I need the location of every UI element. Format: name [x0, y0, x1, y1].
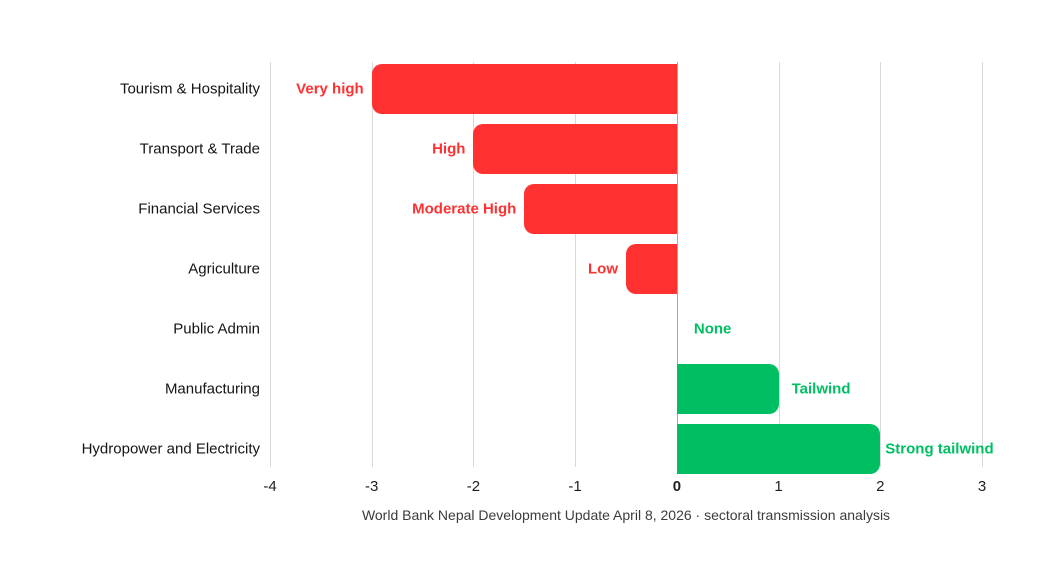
x-tick-label: 1 [774, 478, 783, 495]
bar-value-label: None [693, 320, 732, 338]
x-tick-label: -2 [466, 478, 481, 495]
gridline [270, 62, 271, 467]
x-tick-label: 2 [876, 478, 885, 495]
category-label: Agriculture [188, 260, 260, 278]
category-label: Transport & Trade [139, 140, 260, 158]
category-label: Hydropower and Electricity [81, 440, 260, 458]
bar-row: Very high [270, 59, 982, 119]
bar-row: High [270, 119, 982, 179]
bar-row: Tailwind [270, 359, 982, 419]
x-tick-label: -1 [568, 478, 582, 495]
bar-value-label: Tailwind [791, 380, 851, 398]
bar-row: Moderate High [270, 179, 982, 239]
bar [524, 184, 677, 234]
caption: World Bank Nepal Development Update Apri… [361, 507, 891, 523]
zero-line [676, 62, 678, 474]
x-tick-label: -3 [365, 478, 379, 495]
bar [371, 64, 677, 114]
plot-area: Very high High Moderate High Low None Tailwin… [270, 59, 994, 479]
category-label: Tourism & Hospitality [119, 80, 260, 98]
gridline [575, 62, 577, 467]
x-tick-label: -4 [263, 478, 277, 495]
bar-value-label: Moderate High [412, 200, 517, 218]
category-label: Manufacturing [164, 380, 260, 398]
bar [676, 424, 881, 474]
x-tick-label: 3 [977, 478, 987, 495]
bar-row: Low [270, 239, 982, 299]
bar-value-label: Very high [296, 80, 364, 98]
x-tick-label: 0 [672, 478, 682, 495]
gridline [371, 62, 373, 467]
category-label: Financial Services [138, 200, 260, 218]
bar-value-label: Strong tailwind [885, 440, 994, 458]
gridline [778, 62, 780, 467]
bar [473, 124, 677, 174]
gridline [982, 62, 983, 467]
bar-row: Strong tailwind [270, 419, 994, 479]
bar [676, 364, 779, 414]
bar-value-label: Low [588, 260, 618, 278]
gridline [880, 62, 882, 467]
gridline [473, 62, 475, 467]
bar [626, 244, 677, 294]
category-label: Public Admin [173, 320, 260, 338]
bar-value-label: High [432, 140, 466, 158]
bar-row: None [270, 299, 982, 359]
